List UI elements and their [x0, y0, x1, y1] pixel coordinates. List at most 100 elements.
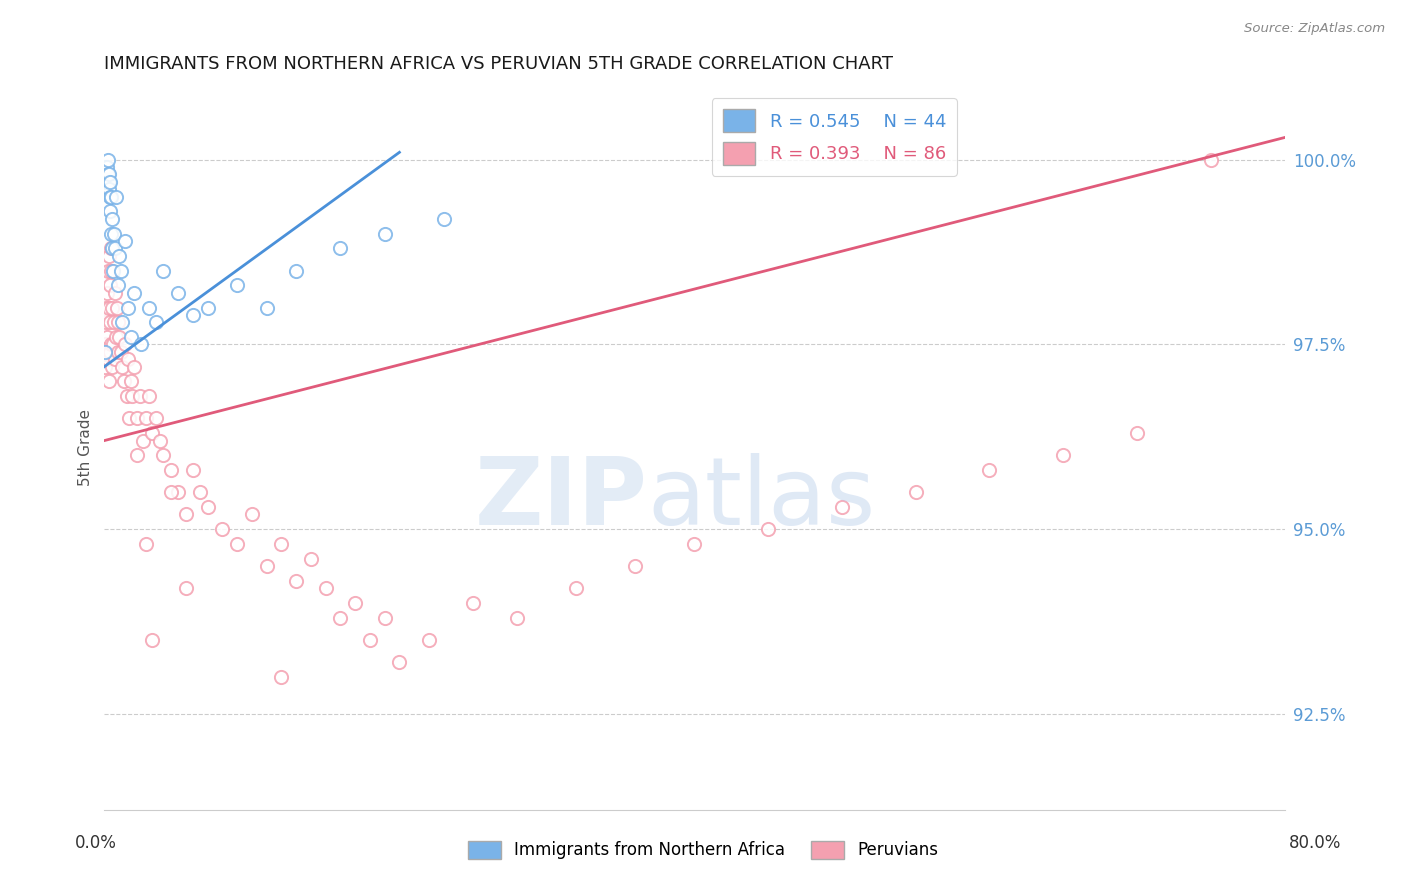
Text: IMMIGRANTS FROM NORTHERN AFRICA VS PERUVIAN 5TH GRADE CORRELATION CHART: IMMIGRANTS FROM NORTHERN AFRICA VS PERUV… — [104, 55, 893, 73]
Point — [105, 189, 128, 203]
Legend: R = 0.545    N = 44, R = 0.393    N = 86: R = 0.545 N = 44, R = 0.393 N = 86 — [711, 98, 957, 176]
Point — [98, 204, 121, 219]
Point — [374, 227, 396, 241]
Point — [101, 211, 124, 226]
Point — [107, 344, 129, 359]
Point — [285, 574, 308, 588]
Point — [98, 344, 121, 359]
Point — [97, 352, 120, 367]
Point — [94, 344, 117, 359]
Point — [110, 263, 132, 277]
Point — [683, 537, 706, 551]
Text: 80.0%: 80.0% — [1288, 834, 1341, 852]
Point — [181, 463, 204, 477]
Y-axis label: 5th Grade: 5th Grade — [79, 409, 93, 486]
Point — [98, 301, 121, 315]
Point — [94, 337, 117, 351]
Point — [100, 241, 122, 255]
Point — [94, 301, 117, 315]
Point — [329, 611, 352, 625]
Point — [152, 448, 174, 462]
Point — [149, 434, 172, 448]
Point — [107, 278, 129, 293]
Point — [104, 285, 127, 300]
Point — [111, 315, 134, 329]
Point — [145, 315, 167, 329]
Point — [115, 389, 138, 403]
Point — [315, 582, 337, 596]
Point — [904, 485, 927, 500]
Text: 0.0%: 0.0% — [75, 834, 117, 852]
Point — [388, 655, 411, 669]
Point — [97, 263, 120, 277]
Point — [256, 301, 278, 315]
Point — [132, 434, 155, 448]
Point — [100, 263, 122, 277]
Point — [226, 278, 249, 293]
Point — [256, 559, 278, 574]
Point — [197, 500, 219, 514]
Point — [138, 389, 160, 403]
Point — [97, 175, 120, 189]
Point — [114, 234, 136, 248]
Point — [135, 537, 157, 551]
Text: Source: ZipAtlas.com: Source: ZipAtlas.com — [1244, 22, 1385, 35]
Point — [94, 315, 117, 329]
Point — [120, 375, 142, 389]
Point — [96, 330, 118, 344]
Point — [107, 315, 129, 329]
Point — [98, 175, 121, 189]
Point — [299, 551, 322, 566]
Point — [129, 337, 152, 351]
Point — [94, 160, 117, 174]
Point — [110, 344, 132, 359]
Point — [226, 537, 249, 551]
Point — [197, 301, 219, 315]
Point — [120, 330, 142, 344]
Text: atlas: atlas — [647, 452, 876, 545]
Point — [97, 375, 120, 389]
Point — [100, 227, 122, 241]
Point — [118, 411, 141, 425]
Point — [117, 352, 139, 367]
Point — [94, 168, 117, 182]
Point — [125, 411, 148, 425]
Point — [114, 337, 136, 351]
Point — [128, 389, 150, 403]
Point — [103, 315, 125, 329]
Point — [96, 168, 118, 182]
Point — [96, 175, 118, 189]
Point — [94, 175, 117, 189]
Point — [141, 633, 163, 648]
Point — [285, 263, 308, 277]
Point — [374, 611, 396, 625]
Point — [97, 153, 120, 167]
Point — [174, 582, 197, 596]
Point — [152, 263, 174, 277]
Point — [831, 500, 853, 514]
Point — [121, 389, 143, 403]
Point — [108, 330, 131, 344]
Point — [167, 285, 190, 300]
Point — [145, 411, 167, 425]
Point — [270, 537, 292, 551]
Point — [100, 337, 122, 351]
Point — [141, 426, 163, 441]
Point — [98, 189, 121, 203]
Point — [344, 596, 367, 610]
Point — [756, 522, 779, 536]
Point — [240, 508, 263, 522]
Point — [98, 315, 121, 329]
Point — [100, 359, 122, 374]
Point — [167, 485, 190, 500]
Point — [463, 596, 485, 610]
Point — [96, 285, 118, 300]
Point — [103, 227, 125, 241]
Point — [174, 508, 197, 522]
Point — [98, 168, 121, 182]
Point — [433, 211, 456, 226]
Point — [159, 485, 181, 500]
Point — [97, 182, 120, 196]
Point — [108, 249, 131, 263]
Point — [101, 301, 124, 315]
